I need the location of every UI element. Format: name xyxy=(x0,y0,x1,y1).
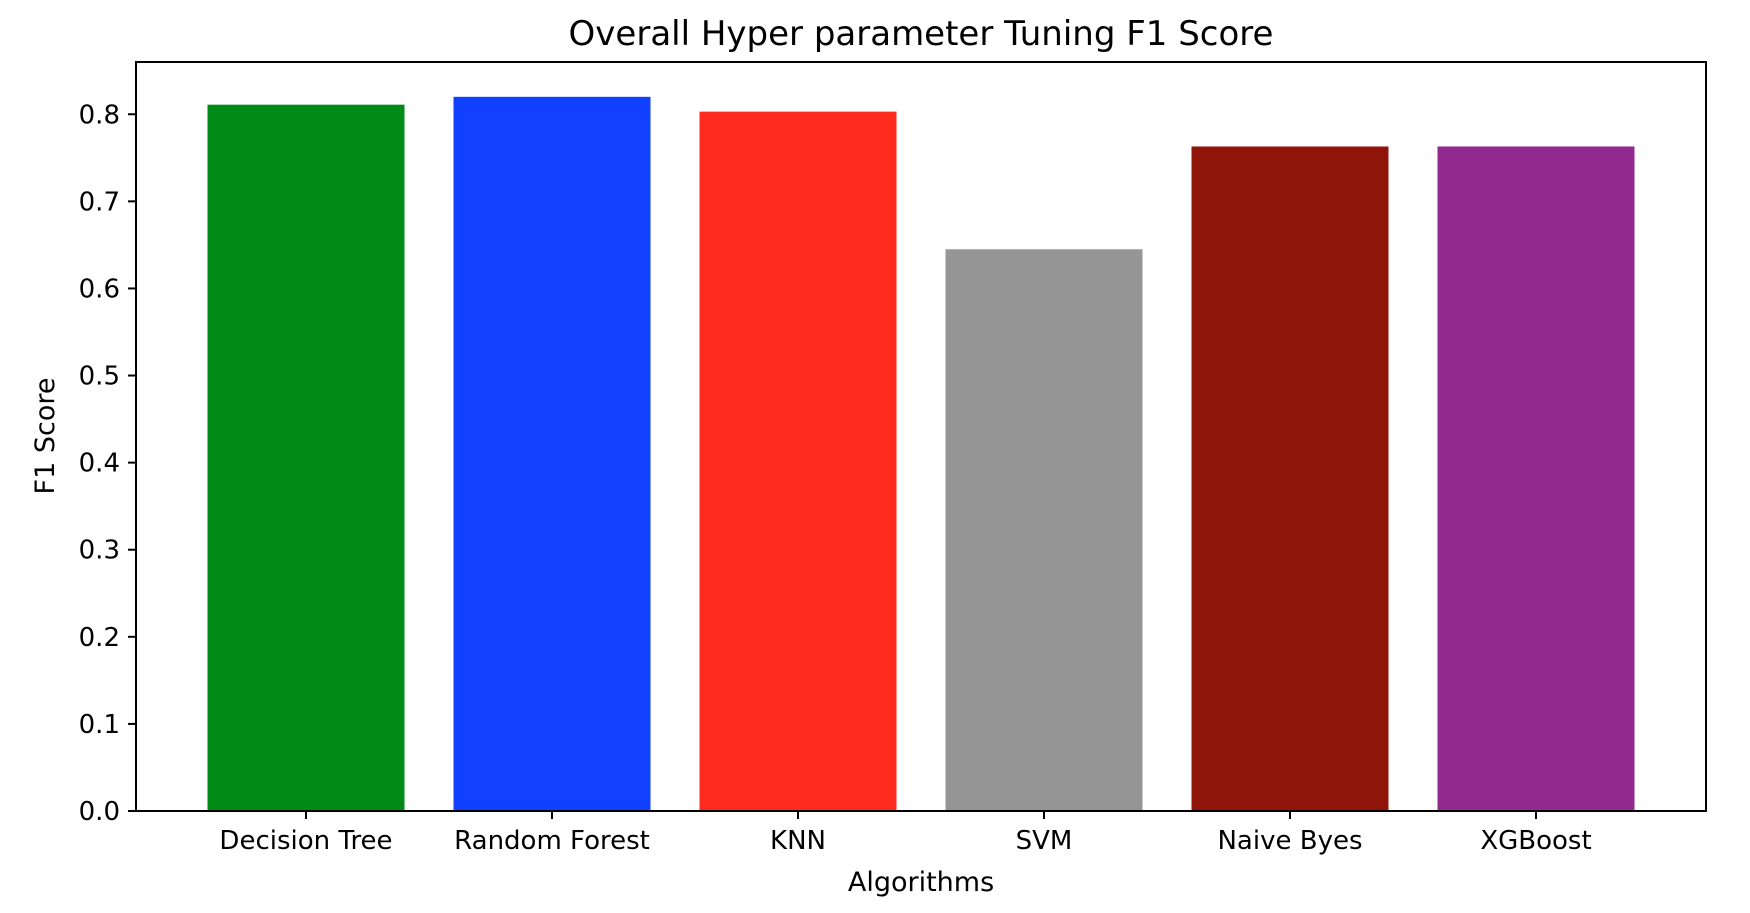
bar-knn xyxy=(699,111,897,812)
x-tick-label: XGBoost xyxy=(1480,826,1591,856)
y-tick-label: 0.5 xyxy=(79,362,120,392)
bar-decision-tree xyxy=(207,104,405,811)
x-axis-label: Algorithms xyxy=(848,867,994,898)
y-axis-ticks: 0.0 0.1 0.2 0.3 0.4 0.5 0.6 0.7 0.8 xyxy=(79,100,136,827)
y-tick-label: 0.0 xyxy=(79,797,120,827)
y-tick-label: 0.8 xyxy=(79,100,120,130)
y-tick-label: 0.1 xyxy=(79,710,120,740)
x-tick-label: Naive Byes xyxy=(1217,826,1362,856)
y-tick-label: 0.6 xyxy=(79,274,120,304)
y-tick-label: 0.2 xyxy=(79,623,120,653)
bar-svm xyxy=(945,249,1143,811)
y-axis-label: F1 Score xyxy=(30,378,61,495)
y-tick-label: 0.7 xyxy=(79,187,120,217)
chart-title: Overall Hyper parameter Tuning F1 Score xyxy=(569,14,1274,54)
x-tick-label: SVM xyxy=(1016,826,1073,856)
x-tick-label: KNN xyxy=(770,826,826,856)
y-tick-label: 0.4 xyxy=(79,449,120,479)
x-axis-ticks: Decision Tree Random Forest KNN SVM Naive By… xyxy=(219,811,1592,856)
x-tick-label: Random Forest xyxy=(454,826,650,856)
bars-group xyxy=(207,96,1635,812)
x-tick-label: Decision Tree xyxy=(219,826,392,856)
y-tick-label: 0.3 xyxy=(79,536,120,566)
bar-naive-byes xyxy=(1191,146,1389,812)
plot-area-frame xyxy=(135,61,1707,812)
bar-xgboost xyxy=(1437,146,1635,812)
bar-random-forest xyxy=(453,96,651,811)
